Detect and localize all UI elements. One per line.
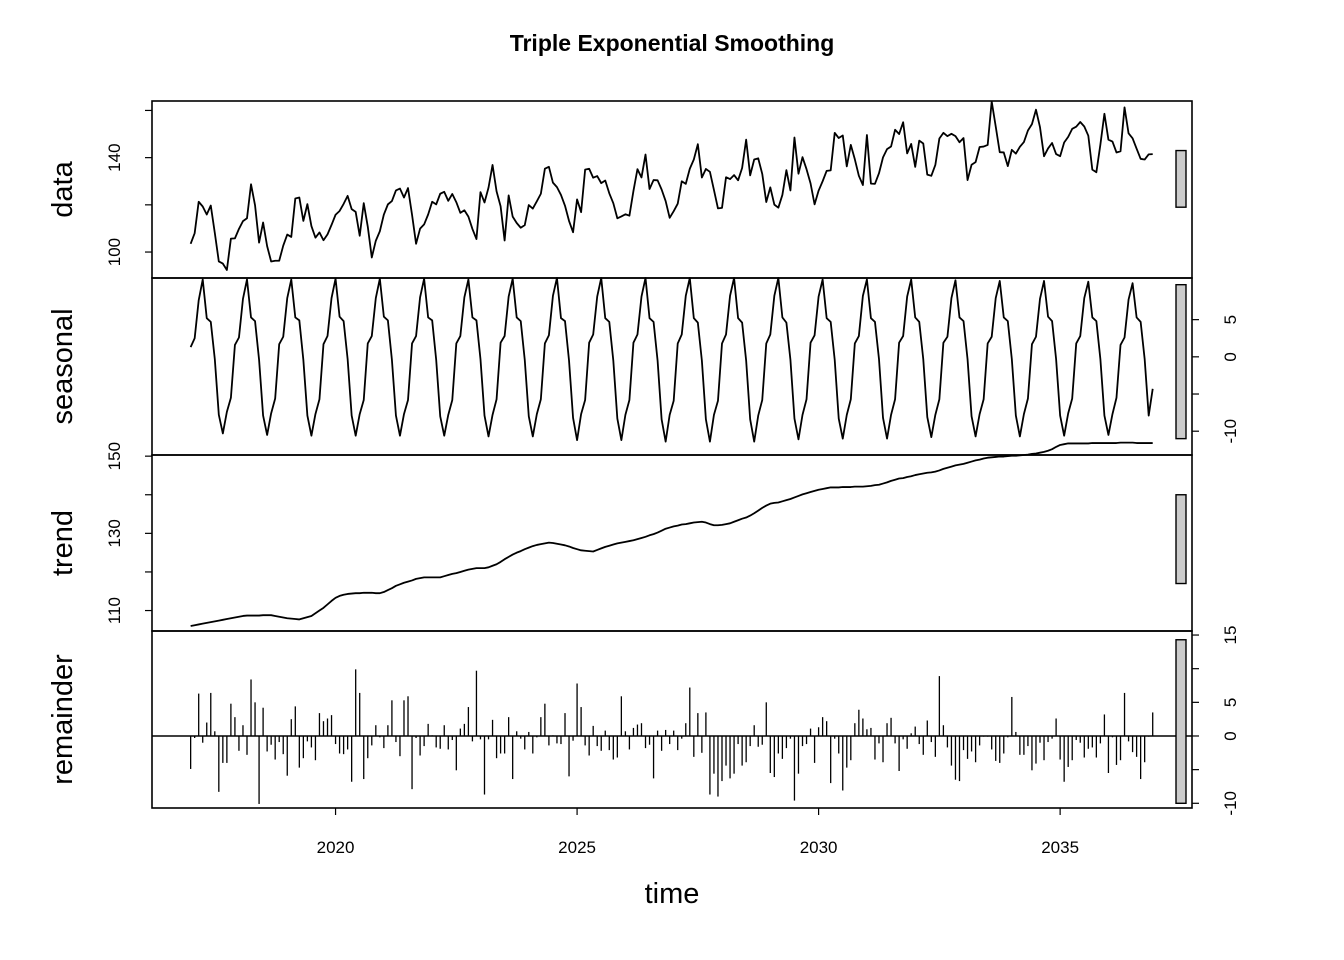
remainder-range-bar xyxy=(1175,639,1187,804)
chart-title: Triple Exponential Smoothing xyxy=(510,30,835,56)
data-y-tick-label: 100 xyxy=(105,238,124,266)
x-tick-label: 2020 xyxy=(317,838,355,857)
x-tick-label: 2030 xyxy=(800,838,838,857)
trend-y-tick-label: 110 xyxy=(105,597,124,624)
trend-range-bar xyxy=(1175,494,1187,585)
remainder-y-tick-label: 0 xyxy=(1221,731,1240,740)
data-range-bar xyxy=(1175,149,1187,208)
data-panel-label: data xyxy=(47,160,79,217)
trend-y-tick-label: 130 xyxy=(105,519,124,547)
data-y-tick-label: 140 xyxy=(105,143,124,171)
x-axis-title: time xyxy=(645,878,700,910)
seasonal-range-bar xyxy=(1175,283,1187,440)
seasonal-y-tick-label: 0 xyxy=(1221,352,1240,361)
trend-y-tick-label: 150 xyxy=(105,442,124,470)
panel-seasonal: seasonal -10 0 5 xyxy=(47,277,1240,456)
trend-panel-label: trend xyxy=(47,510,79,576)
decomposition-panels: data100140seasonal-1005trend110130150rem… xyxy=(47,100,1240,816)
remainder-y-tick-label: -10 xyxy=(1221,791,1240,816)
trend-series-line xyxy=(190,441,1153,627)
seasonal-y-tick-label: 5 xyxy=(1221,315,1240,324)
seasonal-y-tick-label: -10 xyxy=(1221,419,1240,444)
x-tick-label: 2035 xyxy=(1041,838,1079,857)
data-series-line xyxy=(189,100,1153,271)
remainder-frame xyxy=(151,630,1193,809)
remainder-y-tick-label: 5 xyxy=(1221,698,1240,707)
seasonal-series-line xyxy=(189,277,1154,443)
seasonal-panel-label: seasonal xyxy=(47,308,79,424)
x-tick-label: 2025 xyxy=(558,838,596,857)
panel-remainder: remainder -10 0 5 15 xyxy=(47,626,1240,816)
x-axis: 2020 2025 2030 2035 xyxy=(317,808,1079,857)
remainder-panel-label: remainder xyxy=(47,654,79,785)
remainder-y-tick-label: 15 xyxy=(1221,626,1240,645)
